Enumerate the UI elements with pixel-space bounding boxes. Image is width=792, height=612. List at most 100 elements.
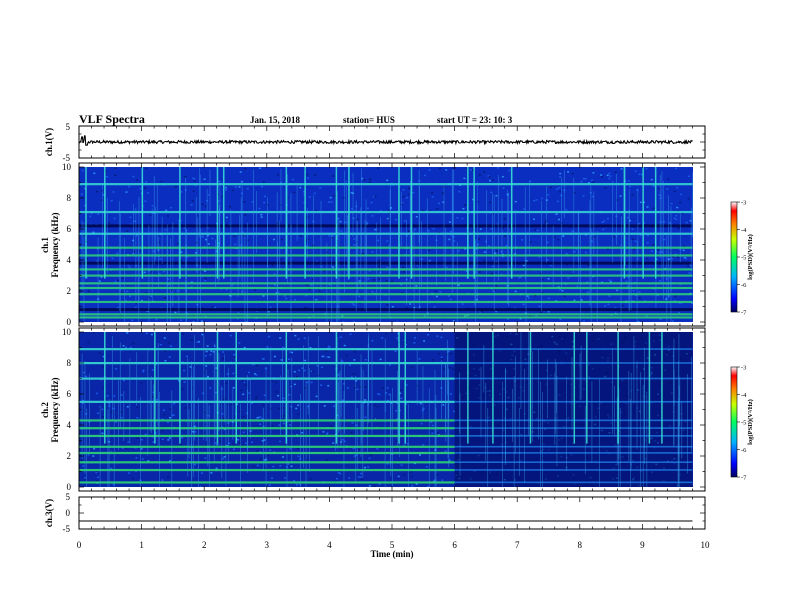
ch2-spectrogram-noise-speck [297, 404, 300, 407]
ch2-spectrogram-noise-speck [372, 418, 375, 420]
ch2-spectrogram-noise-speck [434, 479, 437, 481]
ch1-spectrogram-noise-speck [614, 307, 617, 309]
ch1-spectrogram-noise-speck [402, 266, 405, 269]
ch1-spectrogram-noise-speck [658, 188, 661, 190]
ch1-spectrogram-streak [628, 188, 630, 311]
ch2-spectrogram-noise-speck [370, 454, 373, 456]
ch1-spectrogram-noise-speck [549, 186, 552, 189]
ch1-spectrogram-noise-speck [573, 299, 576, 302]
ch2-spectrogram-streak [113, 400, 115, 487]
ch1-spectrogram-noise-speck [673, 190, 676, 193]
ch2-spectrogram-streak [84, 360, 86, 474]
ch3-waveform-ticks [78, 496, 706, 530]
ch1-spectrogram-streak [390, 183, 391, 271]
ch1-spectrogram-streak [276, 192, 278, 313]
ch1-spectrogram-noise-speck [358, 295, 361, 298]
ch2-spectrogram-streak [673, 347, 674, 447]
ch1-spectrogram-noise-speck [386, 217, 389, 220]
ch1-spectrogram-noise-speck [667, 178, 670, 180]
ch2-spectrogram-noise-speck [92, 455, 95, 457]
ch1-spectrogram-noise-speck [129, 295, 132, 297]
ch2-spectrogram-streak [628, 370, 630, 462]
ch1-spectrogram-noise-speck [637, 321, 640, 322]
ch1-spectrogram-noise-speck [230, 295, 233, 297]
ch1-spectrogram-burst [85, 167, 87, 279]
ch1-spectrogram-noise-speck [603, 220, 606, 223]
ch1-spectrogram-colorbar-tick-label: -6 [741, 282, 747, 289]
ch1-spectrogram-noise-speck [680, 193, 683, 196]
ch2-spectrogram-noise-speck [214, 442, 217, 444]
ch2-spectrogram-noise-speck [161, 438, 164, 441]
ch1-spectrogram-streak [524, 187, 526, 280]
ch2-spectrogram-noise-speck [290, 385, 293, 388]
ch2-spectrogram-streak [556, 375, 558, 467]
ch1-spectrogram-streak [344, 170, 345, 293]
ch2-spectrogram-ylabel-channel: ch.2 [40, 402, 50, 418]
ch2-spectrogram-noise-speck [290, 384, 293, 386]
ch1-spectrogram-noise-speck [116, 306, 119, 309]
ch1-spectrogram-noise-speck [671, 255, 674, 258]
ch2-spectrogram-noise-speck [205, 365, 208, 367]
ch1-spectrogram-noise-speck [606, 248, 609, 250]
ch1-spectrogram-noise-speck [190, 281, 193, 283]
ch2-spectrogram-noise-speck [304, 359, 307, 362]
ch1-spectrogram-noise-speck [374, 195, 377, 198]
ch1-spectrogram-noise-speck [150, 295, 153, 297]
ch2-spectrogram-ytick-label: 10 [62, 327, 72, 337]
ch1-spectrogram-noise-speck [627, 285, 630, 288]
ch2-spectrogram-noise-speck [342, 399, 345, 401]
ch2-spectrogram-streak [99, 405, 101, 487]
ch2-spectrogram-noise-speck [225, 382, 228, 385]
ch1-spectrogram-colorbar-tick-label: -3 [741, 200, 746, 207]
ch2-spectrogram-noise-speck [293, 479, 296, 482]
ch1-spectrogram-noise-speck [203, 178, 206, 181]
ch1-spectrogram-streak [218, 204, 220, 258]
ch1-spectrogram-noise-speck [322, 223, 325, 226]
ch1-spectrogram-noise-speck [538, 305, 541, 308]
ch1-spectrogram-noise-speck [352, 217, 355, 219]
ch2-spectrogram-noise-speck [355, 424, 358, 427]
ch1-spectrogram-noise-speck [522, 264, 525, 267]
ch1-spectrogram-streak [593, 191, 595, 256]
ch2-spectrogram-noise-speck [98, 408, 101, 410]
ch2-spectrogram-noise-speck [135, 457, 138, 459]
ch2-spectrogram-noise-speck [352, 373, 355, 375]
ch1-spectrogram-band [79, 246, 693, 249]
ch2-spectrogram-noise-speck [181, 437, 184, 439]
ch2-spectrogram-noise-speck [162, 409, 165, 412]
ch1-spectrogram-noise-speck [497, 167, 500, 169]
ch1-waveform-ticks [78, 125, 706, 159]
ch2-spectrogram-streak [187, 357, 189, 477]
ch2-spectrogram-noise-speck [226, 373, 229, 375]
ch2-spectrogram-noise-speck [447, 350, 450, 353]
ch1-spectrogram-noise-speck [180, 319, 183, 321]
ch1-spectrogram-streak [186, 229, 187, 322]
ch2-spectrogram-noise-speck [297, 413, 300, 415]
ch1-spectrogram-noise-speck [245, 321, 248, 322]
ch1-spectrogram-streak [320, 200, 322, 290]
ch1-spectrogram-streak [206, 188, 208, 263]
ch1-spectrogram-noise-speck [111, 257, 114, 260]
ch1-spectrogram-noise-speck [158, 241, 161, 244]
ch1-spectrogram-noise-speck [244, 214, 247, 216]
ch2-spectrogram-noise-speck [441, 358, 444, 360]
ch1-spectrogram-noise-speck [545, 221, 548, 224]
ch1-spectrogram-noise-speck [133, 220, 136, 223]
ch1-spectrogram-noise-speck [493, 289, 496, 291]
ch1-spectrogram-noise-speck [112, 191, 115, 193]
ch2-spectrogram-noise-speck [350, 376, 353, 378]
ch2-spectrogram-noise-speck [385, 392, 388, 394]
ch2-spectrogram-noise-speck [196, 341, 199, 344]
ch1-spectrogram-streak [616, 173, 617, 246]
ch2-spectrogram-streak [678, 385, 680, 487]
ch1-spectrogram-noise-speck [80, 193, 83, 196]
ch2-spectrogram-colorbar-tick-label: -7 [741, 475, 747, 482]
ch1-spectrogram-noise-speck [305, 284, 308, 286]
ch2-spectrogram-noise-speck [282, 346, 285, 349]
ch2-spectrogram-noise-speck [290, 405, 293, 408]
ch2-spectrogram-noise-speck [194, 431, 197, 433]
ch2-spectrogram-streak [435, 408, 437, 487]
ch2-spectrogram-streak [340, 358, 342, 417]
ch2-spectrogram-noise-speck [167, 476, 170, 478]
